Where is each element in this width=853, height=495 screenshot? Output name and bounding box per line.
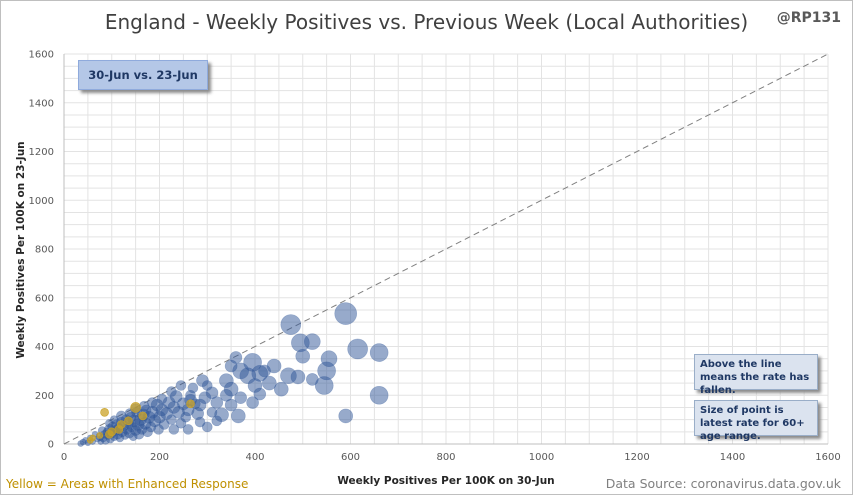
y-tick-label: 400 [35, 342, 54, 353]
enhanced-response-legend: Yellow = Areas with Enhanced Response [6, 477, 249, 491]
data-point [369, 343, 389, 362]
data-point [211, 415, 223, 427]
x-tick-label: 800 [436, 452, 455, 463]
data-point [258, 364, 271, 378]
data-point [77, 440, 85, 447]
data-point [220, 388, 233, 402]
x-axis-label: Weekly Positives Per 100K on 30-Jun [337, 475, 554, 487]
x-tick-label: 1600 [815, 452, 840, 463]
y-tick-label: 1200 [29, 147, 54, 158]
data-point [295, 348, 311, 364]
data-point [224, 398, 238, 412]
note-above-line: Above the line means the rate has fallen… [694, 354, 818, 396]
x-tick-label: 1000 [529, 452, 554, 463]
enhanced-data-point [124, 416, 133, 426]
enhanced-data-point [138, 411, 148, 421]
enhanced-data-point [130, 402, 141, 413]
x-tick-label: 0 [61, 452, 67, 463]
x-tick-label: 200 [150, 452, 169, 463]
data-point [303, 333, 321, 350]
data-point [182, 424, 194, 435]
data-source: Data Source: coronavirus.data.gov.uk [605, 476, 841, 491]
data-point [314, 376, 334, 395]
date-range-box: 30-Jun vs. 23-Jun [78, 60, 208, 90]
data-point [201, 380, 213, 391]
x-tick-label: 400 [245, 452, 264, 463]
data-point [175, 417, 187, 429]
data-point [175, 380, 187, 391]
chart-title: England - Weekly Positives vs. Previous … [104, 10, 749, 34]
x-tick-label: 600 [341, 452, 360, 463]
data-point [206, 407, 218, 418]
y-tick-label: 0 [48, 440, 54, 451]
x-tick-label: 1200 [624, 452, 649, 463]
data-point [280, 314, 302, 335]
data-point [320, 350, 338, 367]
data-point [234, 391, 247, 404]
enhanced-data-point [186, 399, 195, 409]
data-point [201, 421, 213, 433]
data-point [262, 375, 277, 391]
data-point [168, 424, 180, 435]
note-point-size: Size of point is latest rate for 60+ age… [694, 400, 818, 442]
y-tick-label: 1400 [29, 98, 54, 109]
data-point [105, 418, 114, 428]
data-point [246, 396, 259, 409]
enhanced-data-point [105, 429, 114, 439]
x-tick-labels: 0 200 400 600 800 1000 1200 1400 1600 [61, 452, 841, 463]
data-point [338, 408, 354, 424]
data-point [166, 386, 177, 397]
data-point [369, 385, 389, 405]
y-tick-label: 600 [35, 293, 54, 304]
enhanced-data-point [96, 432, 104, 439]
data-point [305, 373, 319, 386]
data-points [77, 302, 389, 447]
data-point [166, 414, 177, 425]
data-point [230, 408, 246, 424]
y-tick-labels: 0 200 400 600 800 1000 1200 1400 1600 [29, 50, 54, 451]
axes [63, 54, 828, 445]
y-axis-label: Weekly Positives Per 100K on 23-Jun [15, 141, 27, 358]
diagonal-line [63, 53, 829, 445]
y-tick-label: 200 [35, 391, 54, 402]
author-handle: @RP131 [776, 10, 841, 26]
data-point [347, 338, 368, 360]
data-point [224, 359, 238, 373]
x-tick-label: 1400 [720, 452, 745, 463]
data-point [253, 387, 267, 401]
enhanced-data-point [86, 437, 94, 444]
y-tick-label: 800 [35, 245, 54, 256]
data-point [290, 369, 306, 385]
enhanced-data-point [100, 408, 109, 417]
data-point [156, 393, 168, 405]
data-point [334, 302, 358, 325]
y-tick-label: 1600 [29, 50, 54, 61]
data-point [210, 396, 224, 409]
data-point [273, 381, 289, 397]
data-point [128, 432, 138, 441]
data-point [194, 416, 206, 428]
y-tick-label: 1000 [29, 196, 54, 207]
reference-diagonal [63, 53, 829, 445]
enhanced-data-point [114, 425, 124, 434]
